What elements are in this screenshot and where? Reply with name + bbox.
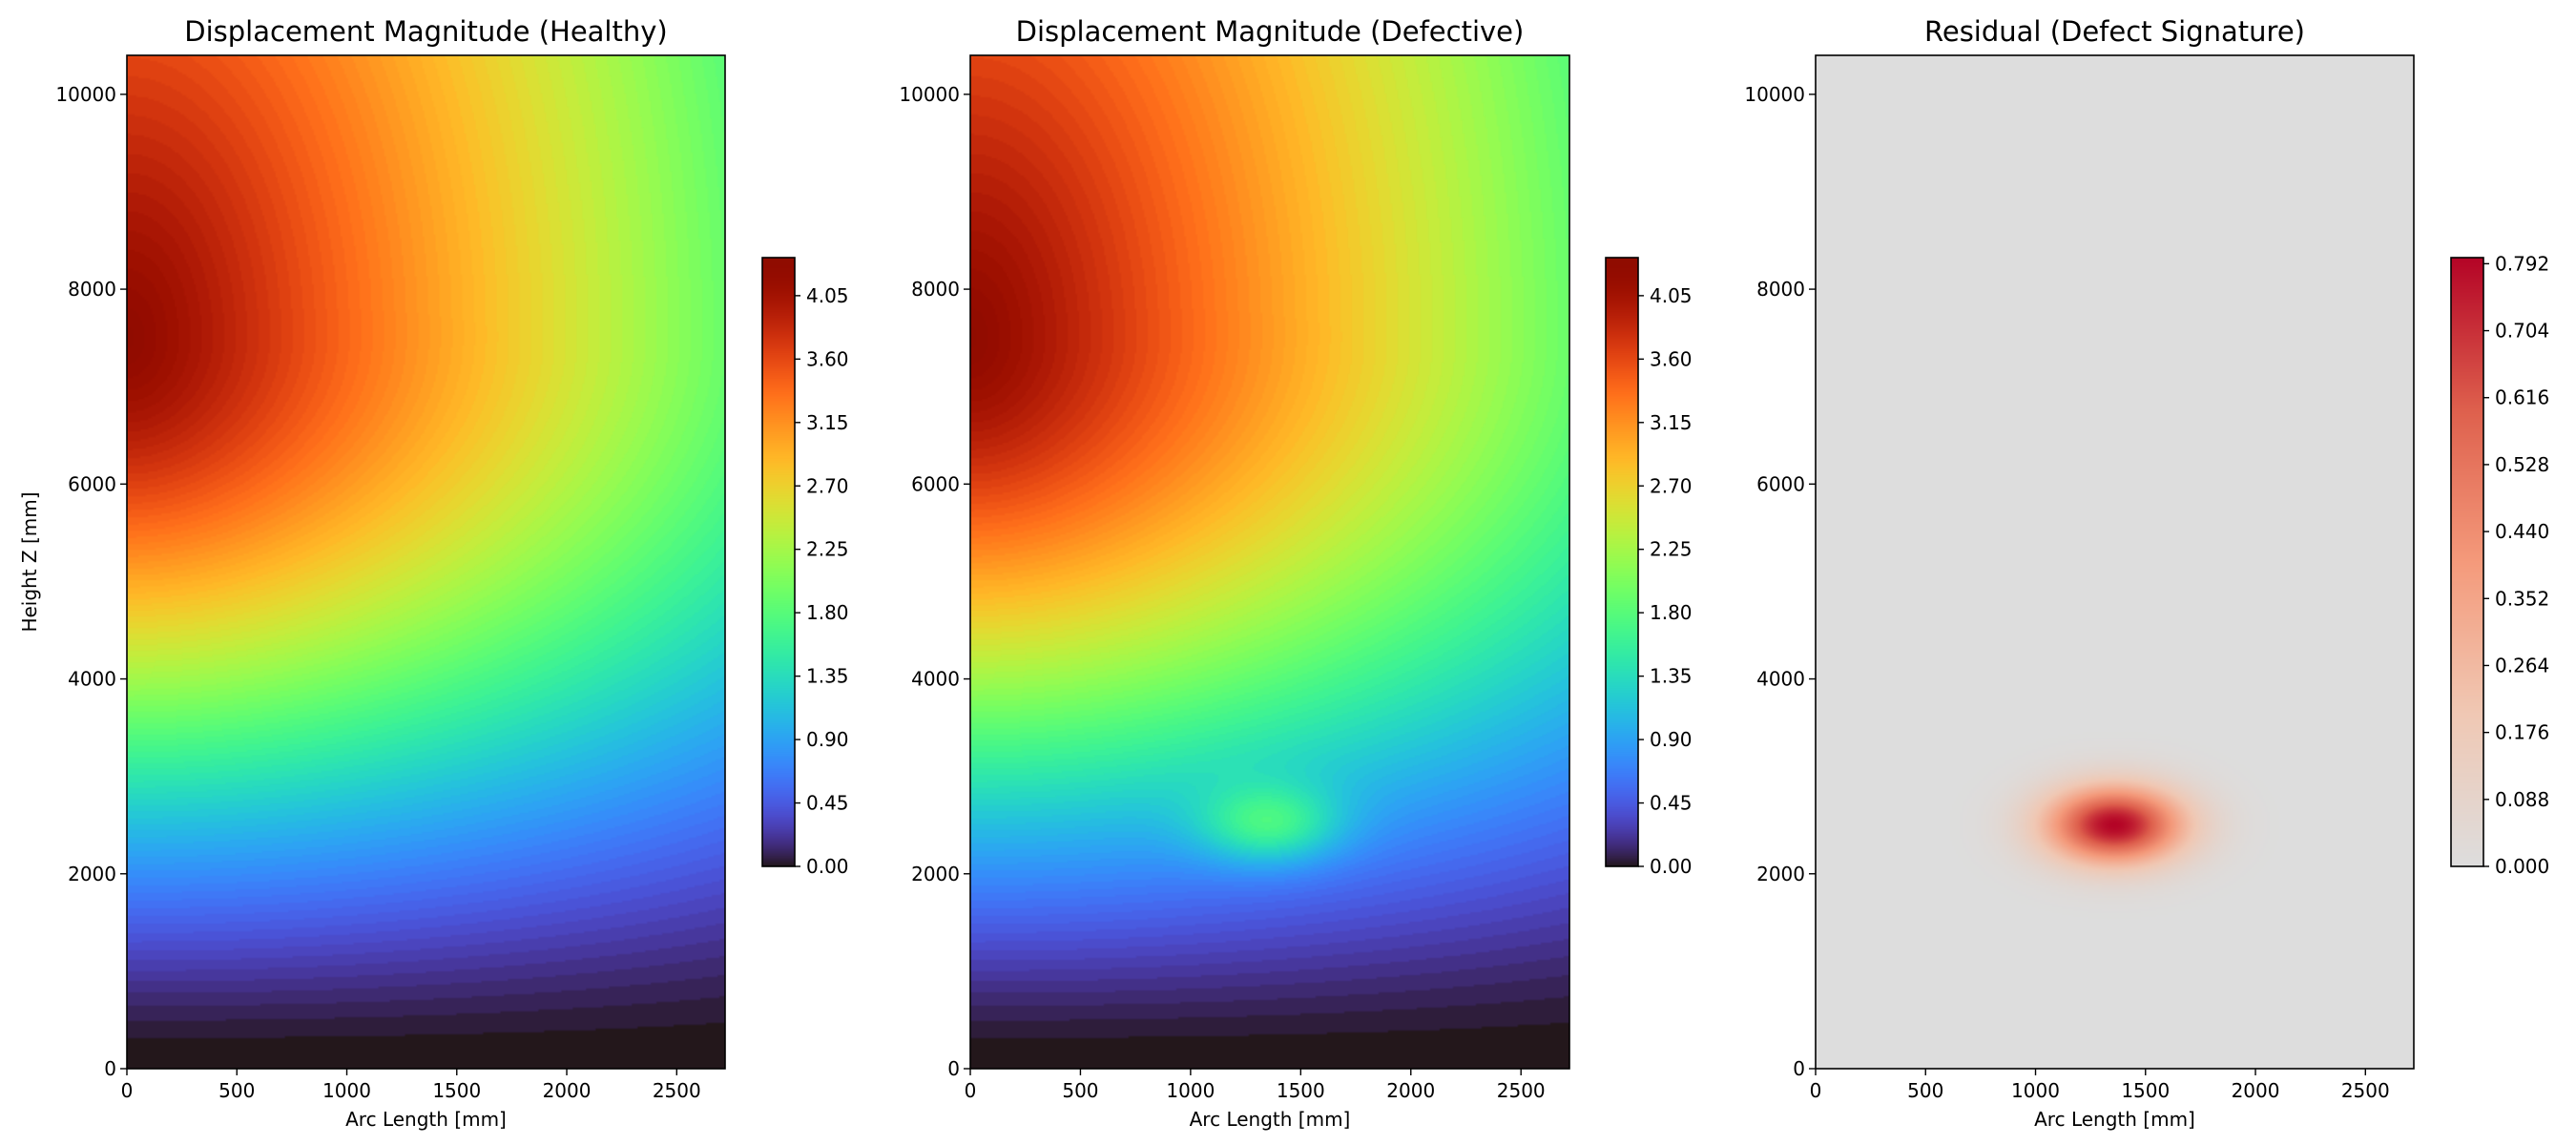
x-tick-label: 1500: [1277, 1079, 1325, 1102]
heatmap-field: [127, 55, 725, 1069]
x-tick-label: 500: [218, 1079, 255, 1102]
y-tick-label: 8000: [1756, 278, 1805, 301]
y-tick-label: 8000: [911, 278, 960, 301]
x-tick-label: 2000: [1386, 1079, 1435, 1102]
axes-frame: [1815, 54, 2415, 1070]
colorbar-tick-label: 0.176: [2495, 721, 2549, 744]
colorbar-frame: [761, 257, 796, 867]
heatmap-field: [970, 55, 1569, 1069]
x-axis-label: Arc Length [mm]: [2034, 1108, 2195, 1131]
y-tick-label: 0: [947, 1057, 960, 1080]
y-tick-label: 4000: [1756, 668, 1805, 691]
x-tick-label: 0: [1810, 1079, 1822, 1102]
y-tick-label: 0: [104, 1057, 116, 1080]
y-tick-label: 4000: [68, 668, 116, 691]
colorbar-tick-label: 3.15: [806, 411, 849, 434]
chart-title: Displacement Magnitude (Defective): [1016, 15, 1525, 48]
colorbar-gradient: [1606, 258, 1638, 866]
colorbar-tick-label: 2.70: [806, 474, 849, 497]
x-tick-label: 2500: [2341, 1079, 2390, 1102]
y-tick-label: 6000: [911, 472, 960, 495]
x-tick-label: 2500: [653, 1079, 701, 1102]
colorbar-tick-label: 1.35: [1650, 665, 1693, 688]
colorbar-tick-label: 0.616: [2495, 386, 2549, 409]
x-tick-label: 500: [1907, 1079, 1943, 1102]
y-tick-label: 2000: [911, 863, 960, 885]
colorbar: 0.00 0.45 0.90 1.35 1.80 2.25 2.70 3.15 3.60 4.05: [761, 257, 849, 878]
colorbar-tick-label: 0.45: [806, 792, 849, 815]
colorbar-tick-label: 0.792: [2495, 252, 2549, 275]
colorbar-tick-label: 0.704: [2495, 320, 2549, 343]
colorbar-tick-label: 4.05: [806, 284, 849, 307]
panel-3: Residual (Defect Signature) 0 500 1000 1500 2…: [1744, 15, 2549, 1131]
colorbar-tick-label: 0.264: [2495, 654, 2549, 677]
colorbar-gradient: [2451, 258, 2483, 866]
y-tick-label: 4000: [911, 668, 960, 691]
colorbar-gradient: [762, 258, 795, 866]
colorbar-tick-label: 0.90: [1650, 728, 1693, 751]
colorbar: 0.00 0.45 0.90 1.35 1.80 2.25 2.70 3.15 3.60 4.05: [1605, 257, 1693, 878]
x-tick-label: 2000: [2232, 1079, 2280, 1102]
y-tick-label: 6000: [1756, 472, 1805, 495]
colorbar-tick-label: 2.70: [1650, 474, 1693, 497]
x-tick-label: 2000: [543, 1079, 592, 1102]
colorbar-tick-label: 0.45: [1650, 792, 1693, 815]
axes-frame: [969, 54, 1570, 1070]
chart-title: Displacement Magnitude (Healthy): [184, 15, 667, 48]
x-tick-label: 500: [1062, 1079, 1098, 1102]
y-tick-label: 10000: [1744, 83, 1805, 106]
colorbar-frame: [2450, 257, 2484, 867]
x-axis-label: Arc Length [mm]: [1190, 1108, 1351, 1131]
x-tick-label: 0: [121, 1079, 134, 1102]
heatmap-field: [1816, 55, 2414, 1069]
colorbar-tick-label: 3.60: [806, 347, 849, 370]
colorbar-tick-label: 1.35: [806, 665, 849, 688]
colorbar-tick-label: 0.440: [2495, 520, 2549, 543]
colorbar-tick-label: 0.528: [2495, 453, 2549, 476]
colorbar-frame: [1605, 257, 1639, 867]
colorbar-tick-label: 4.05: [1650, 284, 1693, 307]
colorbar-tick-label: 0.088: [2495, 788, 2549, 811]
x-tick-label: 1500: [432, 1079, 481, 1102]
colorbar-tick-label: 2.25: [1650, 538, 1693, 561]
colorbar-tick-label: 0.00: [806, 855, 849, 878]
x-tick-label: 0: [965, 1079, 977, 1102]
x-tick-label: 1500: [2121, 1079, 2170, 1102]
x-tick-label: 1000: [322, 1079, 371, 1102]
y-tick-label: 2000: [1756, 863, 1805, 885]
colorbar-tick-label: 1.80: [806, 601, 849, 624]
y-tick-label: 6000: [68, 472, 116, 495]
axes-frame: [126, 54, 726, 1070]
panel-2: Displacement Magnitude (Defective) 0 500 10…: [899, 15, 1692, 1131]
colorbar-tick-label: 0.352: [2495, 587, 2549, 610]
x-tick-label: 2500: [1497, 1079, 1546, 1102]
colorbar-tick-label: 0.90: [806, 728, 849, 751]
y-tick-label: 10000: [899, 83, 960, 106]
x-tick-label: 1000: [2011, 1079, 2060, 1102]
y-axis-label: Height Z [mm]: [18, 491, 41, 632]
y-tick-label: 0: [1793, 1057, 1805, 1080]
colorbar-tick-label: 0.000: [2495, 855, 2549, 878]
panel-1: Displacement Magnitude (Healthy) 0 500 1000…: [18, 15, 849, 1131]
x-tick-label: 1000: [1166, 1079, 1215, 1102]
x-axis-label: Arc Length [mm]: [345, 1108, 507, 1131]
colorbar-tick-label: 1.80: [1650, 601, 1693, 624]
y-tick-label: 10000: [55, 83, 116, 106]
colorbar-tick-label: 0.00: [1650, 855, 1693, 878]
y-tick-label: 8000: [68, 278, 116, 301]
colorbar-tick-label: 2.25: [806, 538, 849, 561]
chart-title: Residual (Defect Signature): [1924, 15, 2305, 48]
colorbar-tick-label: 3.60: [1650, 347, 1693, 370]
colorbar-tick-label: 3.15: [1650, 411, 1693, 434]
y-tick-label: 2000: [68, 863, 116, 885]
colorbar: 0.000 0.088 0.176 0.264 0.352 0.440 0.528 0.616…: [2450, 252, 2549, 878]
